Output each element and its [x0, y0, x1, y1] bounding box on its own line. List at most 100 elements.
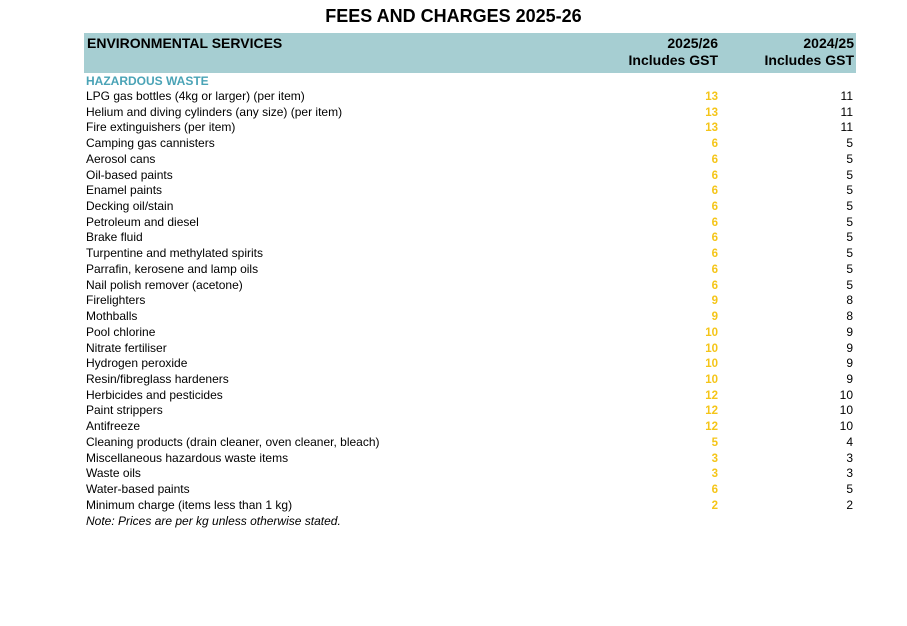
- fee-item-name: Mothballs: [86, 309, 138, 324]
- table-row: Waste oils 3 3: [84, 466, 856, 482]
- table-row: Cleaning products (drain cleaner, oven c…: [84, 435, 856, 451]
- fee-2025-26: 12: [705, 405, 718, 418]
- table-row: Antifreeze 12 10: [84, 419, 856, 435]
- fee-2025-26: 3: [711, 452, 718, 465]
- fee-item-name: Nitrate fertiliser: [86, 340, 167, 355]
- table-row: Fire extinguishers (per item) 13 11: [84, 120, 856, 136]
- table-row: Miscellaneous hazardous waste items 3 3: [84, 451, 856, 467]
- fee-item-name: Brake fluid: [86, 230, 143, 245]
- fee-2024-25: 10: [839, 419, 853, 434]
- fee-2024-25: 10: [839, 387, 853, 402]
- fee-item-name: Helium and diving cylinders (any size) (…: [86, 104, 343, 119]
- fee-2024-25: 8: [846, 293, 853, 308]
- column-gst-label: Includes GST: [764, 52, 854, 68]
- fee-item-name: Enamel paints: [86, 183, 163, 198]
- fee-item-name: Pool chlorine: [86, 324, 156, 339]
- table-row: Water-based paints 6 5: [84, 482, 856, 498]
- fee-2024-25: 11: [840, 104, 853, 119]
- column-year-label: 2025/26: [667, 35, 718, 51]
- fee-item-name: Cleaning products (drain cleaner, oven c…: [86, 434, 380, 449]
- column-gst-label: Includes GST: [628, 52, 718, 68]
- fee-2024-25: 9: [846, 340, 853, 355]
- fee-2025-26: 6: [711, 201, 718, 214]
- table-row: Hydrogen peroxide 10 9: [84, 356, 856, 372]
- fee-2025-26: 6: [711, 138, 718, 151]
- table-row: Enamel paints 6 5: [84, 183, 856, 199]
- fee-item-name: Aerosol cans: [86, 151, 156, 166]
- footnote: Note: Prices are per kg unless otherwise…: [86, 514, 341, 529]
- table-row: Minimum charge (items less than 1 kg) 2 2: [84, 498, 856, 514]
- column-year-label: 2024/25: [803, 35, 854, 51]
- fee-2025-26: 5: [711, 436, 718, 449]
- fee-2024-25: 5: [846, 261, 853, 276]
- fee-item-name: Nail polish remover (acetone): [86, 277, 243, 292]
- fee-2025-26: 6: [711, 248, 718, 261]
- table-row: Firelighters 9 8: [84, 293, 856, 309]
- fee-2024-25: 3: [846, 450, 853, 465]
- table-header: ENVIRONMENTAL SERVICES 2025/26 Includes …: [84, 33, 856, 73]
- fee-2025-26: 6: [711, 153, 718, 166]
- fee-2024-25: 9: [846, 324, 853, 339]
- fee-2024-25: 5: [846, 214, 853, 229]
- fee-item-name: Decking oil/stain: [86, 199, 174, 214]
- fee-item-name: Minimum charge (items less than 1 kg): [86, 497, 293, 512]
- fee-2025-26: 10: [705, 342, 718, 355]
- fee-2024-25: 8: [846, 309, 853, 324]
- table-row: Camping gas cannisters 6 5: [84, 136, 856, 152]
- table-row: Parrafin, kerosene and lamp oils 6 5: [84, 262, 856, 278]
- fee-2025-26: 13: [705, 122, 718, 135]
- fee-2024-25: 11: [840, 89, 853, 103]
- fee-2024-25: 4: [846, 434, 853, 449]
- table-row: Herbicides and pesticides 12 10: [84, 388, 856, 404]
- table-row: Aerosol cans 6 5: [84, 152, 856, 168]
- fee-item-name: Antifreeze: [86, 419, 141, 434]
- table-row: Paint strippers 12 10: [84, 403, 856, 419]
- fee-item-name: LPG gas bottles (4kg or larger) (per ite…: [86, 89, 305, 103]
- table-row: Oil-based paints 6 5: [84, 168, 856, 184]
- fee-2025-26: 6: [711, 185, 718, 198]
- fee-2025-26: 6: [711, 263, 718, 276]
- fee-item-name: Fire extinguishers (per item): [86, 120, 236, 135]
- fee-2024-25: 9: [846, 356, 853, 371]
- fee-2024-25: 9: [846, 371, 853, 386]
- fee-2024-25: 5: [846, 167, 853, 182]
- fee-item-name: Waste oils: [86, 466, 141, 481]
- fee-2024-25: 5: [846, 481, 853, 496]
- table-row: Nail polish remover (acetone) 6 5: [84, 278, 856, 294]
- fee-2025-26: 10: [705, 358, 718, 371]
- fee-2025-26: 10: [705, 373, 718, 386]
- fee-2025-26: 6: [711, 232, 718, 245]
- fee-2025-26: 13: [705, 91, 718, 103]
- fee-item-name: Oil-based paints: [86, 167, 173, 182]
- fee-2024-25: 5: [846, 246, 853, 261]
- fee-2025-26: 9: [711, 311, 718, 324]
- fee-item-name: Firelighters: [86, 293, 146, 308]
- fee-2025-26: 2: [711, 499, 718, 512]
- fee-2025-26: 6: [711, 279, 718, 292]
- fee-item-name: Paint strippers: [86, 403, 163, 418]
- table-row: Helium and diving cylinders (any size) (…: [84, 105, 856, 121]
- fee-2025-26: 12: [705, 421, 718, 434]
- fee-2024-25: 5: [846, 183, 853, 198]
- fee-2025-26: 3: [711, 468, 718, 481]
- table-row: Mothballs 9 8: [84, 309, 856, 325]
- table-row: Nitrate fertiliser 10 9: [84, 341, 856, 357]
- fee-2024-25: 5: [846, 277, 853, 292]
- table-row: Decking oil/stain 6 5: [84, 199, 856, 215]
- fee-2025-26: 6: [711, 483, 718, 496]
- fee-2025-26: 9: [711, 295, 718, 308]
- fee-2024-25: 5: [846, 199, 853, 214]
- fee-rows: LPG gas bottles (4kg or larger) (per ite…: [84, 89, 856, 513]
- column-header-2024-25: 2024/25 Includes GST: [765, 35, 854, 69]
- fees-table: ENVIRONMENTAL SERVICES 2025/26 Includes …: [84, 33, 856, 529]
- table-row: Resin/fibreglass hardeners 10 9: [84, 372, 856, 388]
- page-title: FEES AND CHARGES 2025-26: [325, 6, 582, 26]
- fee-item-name: Herbicides and pesticides: [86, 387, 223, 402]
- fee-2024-25: 10: [839, 403, 853, 418]
- table-row: Petroleum and diesel 6 5: [84, 215, 856, 231]
- fee-item-name: Parrafin, kerosene and lamp oils: [86, 261, 259, 276]
- table-row: Pool chlorine 10 9: [84, 325, 856, 341]
- fee-2025-26: 6: [711, 216, 718, 229]
- category-heading: HAZARDOUS WASTE: [86, 74, 209, 88]
- fee-item-name: Miscellaneous hazardous waste items: [86, 450, 289, 465]
